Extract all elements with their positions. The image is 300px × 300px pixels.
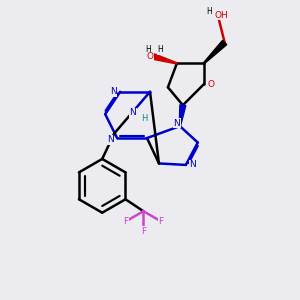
Text: H: H — [206, 7, 212, 16]
Text: N: N — [173, 118, 180, 127]
Polygon shape — [179, 105, 186, 126]
Text: F: F — [141, 227, 146, 236]
Text: O: O — [146, 52, 154, 61]
Polygon shape — [151, 53, 177, 64]
Polygon shape — [203, 40, 227, 64]
Text: N: N — [130, 108, 136, 117]
Text: F: F — [124, 217, 129, 226]
Text: OH: OH — [215, 11, 229, 20]
Text: H: H — [145, 45, 151, 54]
Text: N: N — [110, 87, 117, 96]
Text: H: H — [158, 46, 163, 55]
Text: N: N — [107, 135, 114, 144]
Text: N: N — [189, 160, 196, 169]
Text: O: O — [208, 80, 215, 89]
Text: H: H — [141, 113, 148, 122]
Text: F: F — [158, 217, 163, 226]
